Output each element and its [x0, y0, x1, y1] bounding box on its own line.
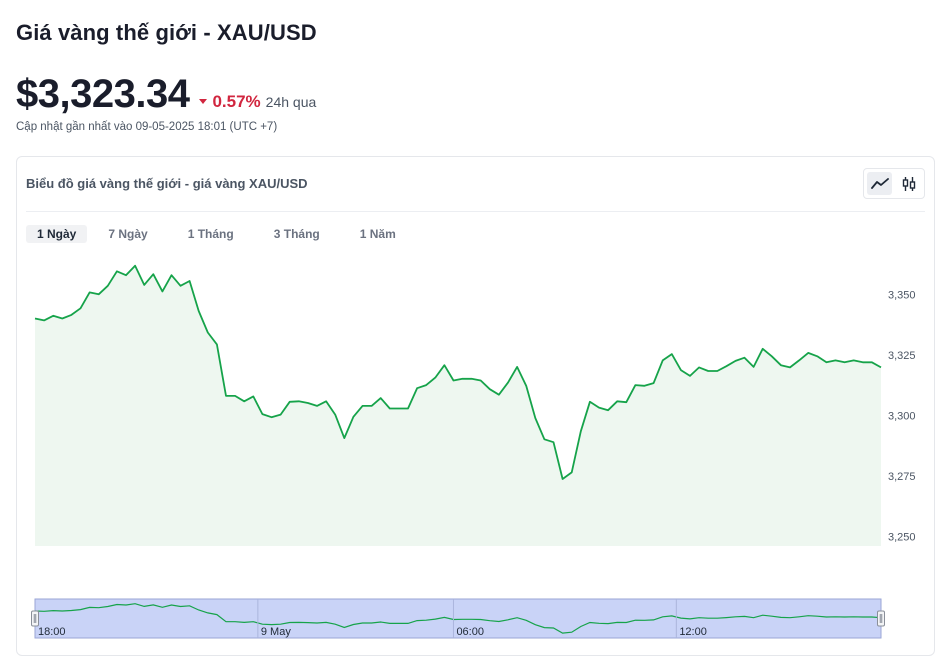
- price-change-period: 24h qua: [265, 94, 317, 110]
- candlestick-chart-button[interactable]: [896, 172, 921, 195]
- tab-1-month[interactable]: 1 Tháng: [187, 227, 234, 241]
- price-line: [34, 264, 882, 480]
- navigator-line: [34, 603, 882, 634]
- line-chart-button[interactable]: [867, 172, 892, 195]
- card-divider: [26, 211, 925, 212]
- y-tick-label-3275: 3,275: [888, 471, 916, 483]
- chart-card-title: Biểu đồ giá vàng thế giới - giá vàng XAU…: [26, 176, 308, 191]
- current-price: $3,323.34: [16, 72, 190, 116]
- caret-down-icon: [199, 99, 208, 104]
- tab-1-year[interactable]: 1 Năm: [359, 227, 396, 241]
- range-tabs: 1 Ngày 7 Ngày 1 Tháng 3 Tháng 1 Năm: [26, 225, 407, 243]
- tab-1-day[interactable]: 1 Ngày: [26, 225, 88, 243]
- line-chart-icon: [870, 177, 889, 189]
- price-area-fill: [35, 265, 881, 546]
- price-change-percent: 0.57%: [212, 92, 261, 111]
- y-tick-label-3350: 3,350: [888, 289, 916, 301]
- navigator-label-1: 9 May: [261, 626, 291, 638]
- price-row: $3,323.34 0.57% 24h qua: [16, 72, 316, 117]
- y-tick-label-3250: 3,250: [888, 531, 916, 543]
- navigator-label-0: 18:00: [38, 626, 66, 638]
- tab-3-months[interactable]: 3 Tháng: [273, 227, 320, 241]
- chart-type-toggle: [863, 168, 925, 199]
- y-tick-label-3300: 3,300: [888, 410, 916, 422]
- tab-7-days[interactable]: 7 Ngày: [108, 227, 148, 241]
- page-title: Giá vàng thế giới - XAU/USD: [16, 20, 317, 45]
- last-updated: Cập nhật gần nhất vào 09-05-2025 18:01 (…: [16, 121, 278, 133]
- navigator-left-handle[interactable]: [31, 610, 39, 627]
- navigator-label-3: 12:00: [679, 626, 707, 638]
- y-tick-label-3325: 3,325: [888, 350, 916, 362]
- navigator-right-handle[interactable]: [877, 610, 885, 627]
- candlestick-icon: [902, 176, 915, 191]
- navigator-label-2: 06:00: [456, 626, 484, 638]
